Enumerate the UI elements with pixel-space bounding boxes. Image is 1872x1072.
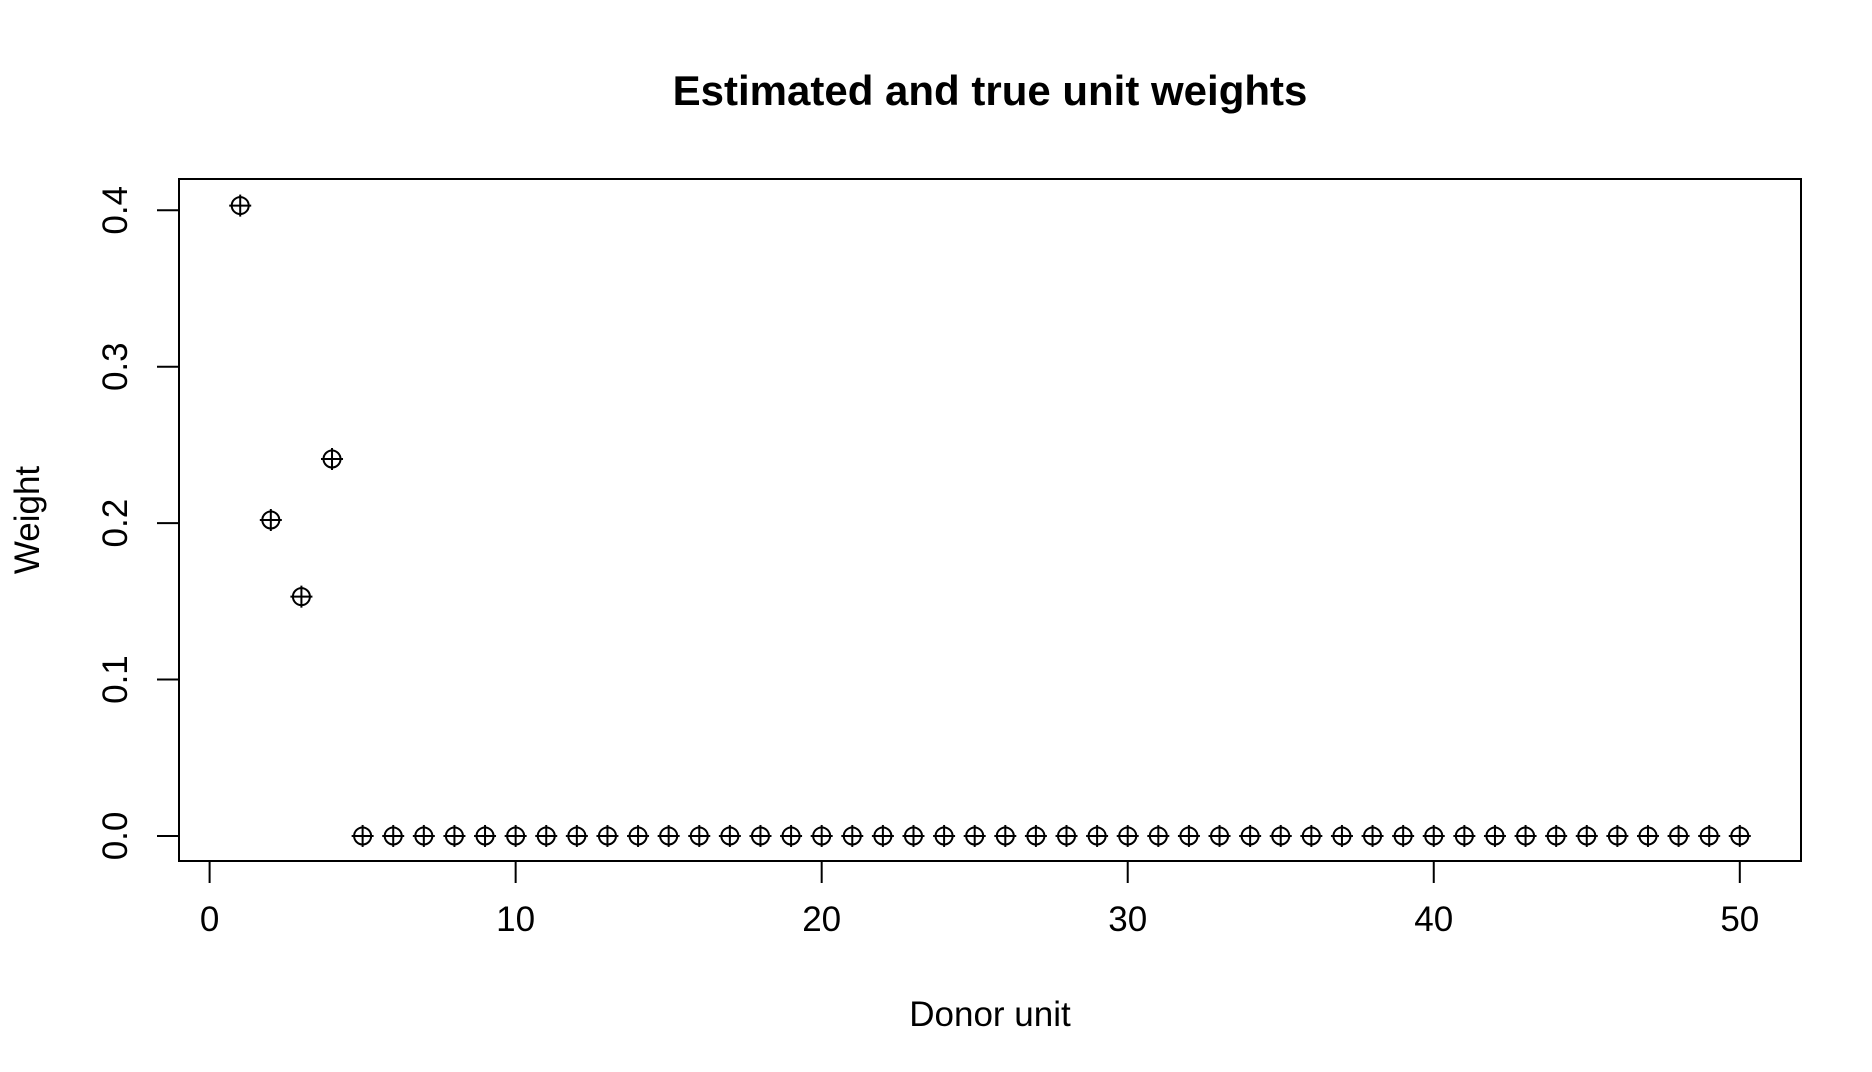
true-weight-point bbox=[504, 824, 527, 847]
true-weight-point bbox=[1024, 824, 1047, 847]
true-weight-point bbox=[1177, 824, 1200, 847]
true-weight-point bbox=[1514, 824, 1537, 847]
true-weight-point bbox=[474, 824, 497, 847]
true-weight-point bbox=[382, 824, 405, 847]
x-tick-label: 50 bbox=[1720, 900, 1759, 939]
y-tick-label: 0.4 bbox=[96, 186, 135, 235]
true-weight-point bbox=[1453, 824, 1476, 847]
true-weight-point bbox=[749, 824, 772, 847]
true-weight-point bbox=[1636, 824, 1659, 847]
true-weight-point bbox=[1055, 824, 1078, 847]
true-weight-point bbox=[963, 824, 986, 847]
true-weight-point bbox=[1116, 824, 1139, 847]
true-weight-point bbox=[412, 824, 435, 847]
true-weight-point bbox=[933, 824, 956, 847]
x-axis: 0 10 20 30 40 50 bbox=[200, 860, 1759, 939]
y-axis-label: Weight bbox=[8, 466, 47, 575]
true-weight-point bbox=[1361, 824, 1384, 847]
y-tick-label: 0.3 bbox=[96, 342, 135, 391]
true-weight-point bbox=[290, 585, 313, 608]
true-weight-point bbox=[351, 824, 374, 847]
true-weight-point bbox=[1208, 824, 1231, 847]
y-tick-label: 0.1 bbox=[96, 655, 135, 704]
true-weight-point bbox=[1239, 824, 1262, 847]
true-weight-point bbox=[994, 824, 1017, 847]
y-tick-label: 0.0 bbox=[96, 812, 135, 861]
y-tick-label: 0.2 bbox=[96, 499, 135, 548]
true-weight-point bbox=[1422, 824, 1445, 847]
true-weight-point bbox=[1545, 824, 1568, 847]
true-weight-point bbox=[321, 447, 344, 470]
true-weight-point bbox=[1698, 824, 1721, 847]
true-weight-point bbox=[596, 824, 619, 847]
true-weight-point bbox=[1606, 824, 1629, 847]
true-weight-point bbox=[1269, 824, 1292, 847]
true-weight-point bbox=[1147, 824, 1170, 847]
true-weight-point bbox=[259, 509, 282, 531]
true-weight-point bbox=[1300, 824, 1323, 847]
x-tick-label: 10 bbox=[496, 900, 535, 939]
true-weight-point bbox=[1086, 824, 1109, 847]
data-points bbox=[229, 194, 1751, 847]
true-weight-point bbox=[565, 824, 588, 847]
true-weight-point bbox=[443, 824, 466, 847]
plot-area-border bbox=[178, 178, 1802, 862]
true-weight-point bbox=[1667, 824, 1690, 847]
true-weight-point bbox=[1483, 824, 1506, 847]
y-axis: 0.0 0.1 0.2 0.3 0.4 bbox=[96, 186, 180, 861]
x-tick-label: 30 bbox=[1108, 900, 1147, 939]
chart-title: Estimated and true unit weights bbox=[673, 67, 1308, 114]
true-weight-point bbox=[841, 824, 864, 847]
true-weight-point bbox=[657, 824, 680, 847]
true-weight-point bbox=[902, 824, 925, 847]
true-weight-point bbox=[229, 194, 252, 217]
true-weight-point bbox=[688, 824, 711, 847]
true-weight-point bbox=[627, 824, 650, 847]
true-weight-point bbox=[1392, 824, 1415, 847]
x-tick-label: 20 bbox=[802, 900, 841, 939]
true-weight-point bbox=[1330, 824, 1353, 847]
x-tick-label: 40 bbox=[1414, 900, 1453, 939]
x-axis-label: Donor unit bbox=[909, 995, 1071, 1034]
true-weight-point bbox=[535, 824, 558, 847]
x-tick-label: 0 bbox=[200, 900, 219, 939]
true-weight-point bbox=[810, 824, 833, 847]
true-weight-point bbox=[871, 824, 894, 847]
true-weight-point bbox=[1575, 824, 1598, 847]
true-weight-point bbox=[780, 824, 803, 847]
true-weight-point bbox=[1728, 824, 1751, 847]
true-weight-point bbox=[718, 824, 741, 847]
